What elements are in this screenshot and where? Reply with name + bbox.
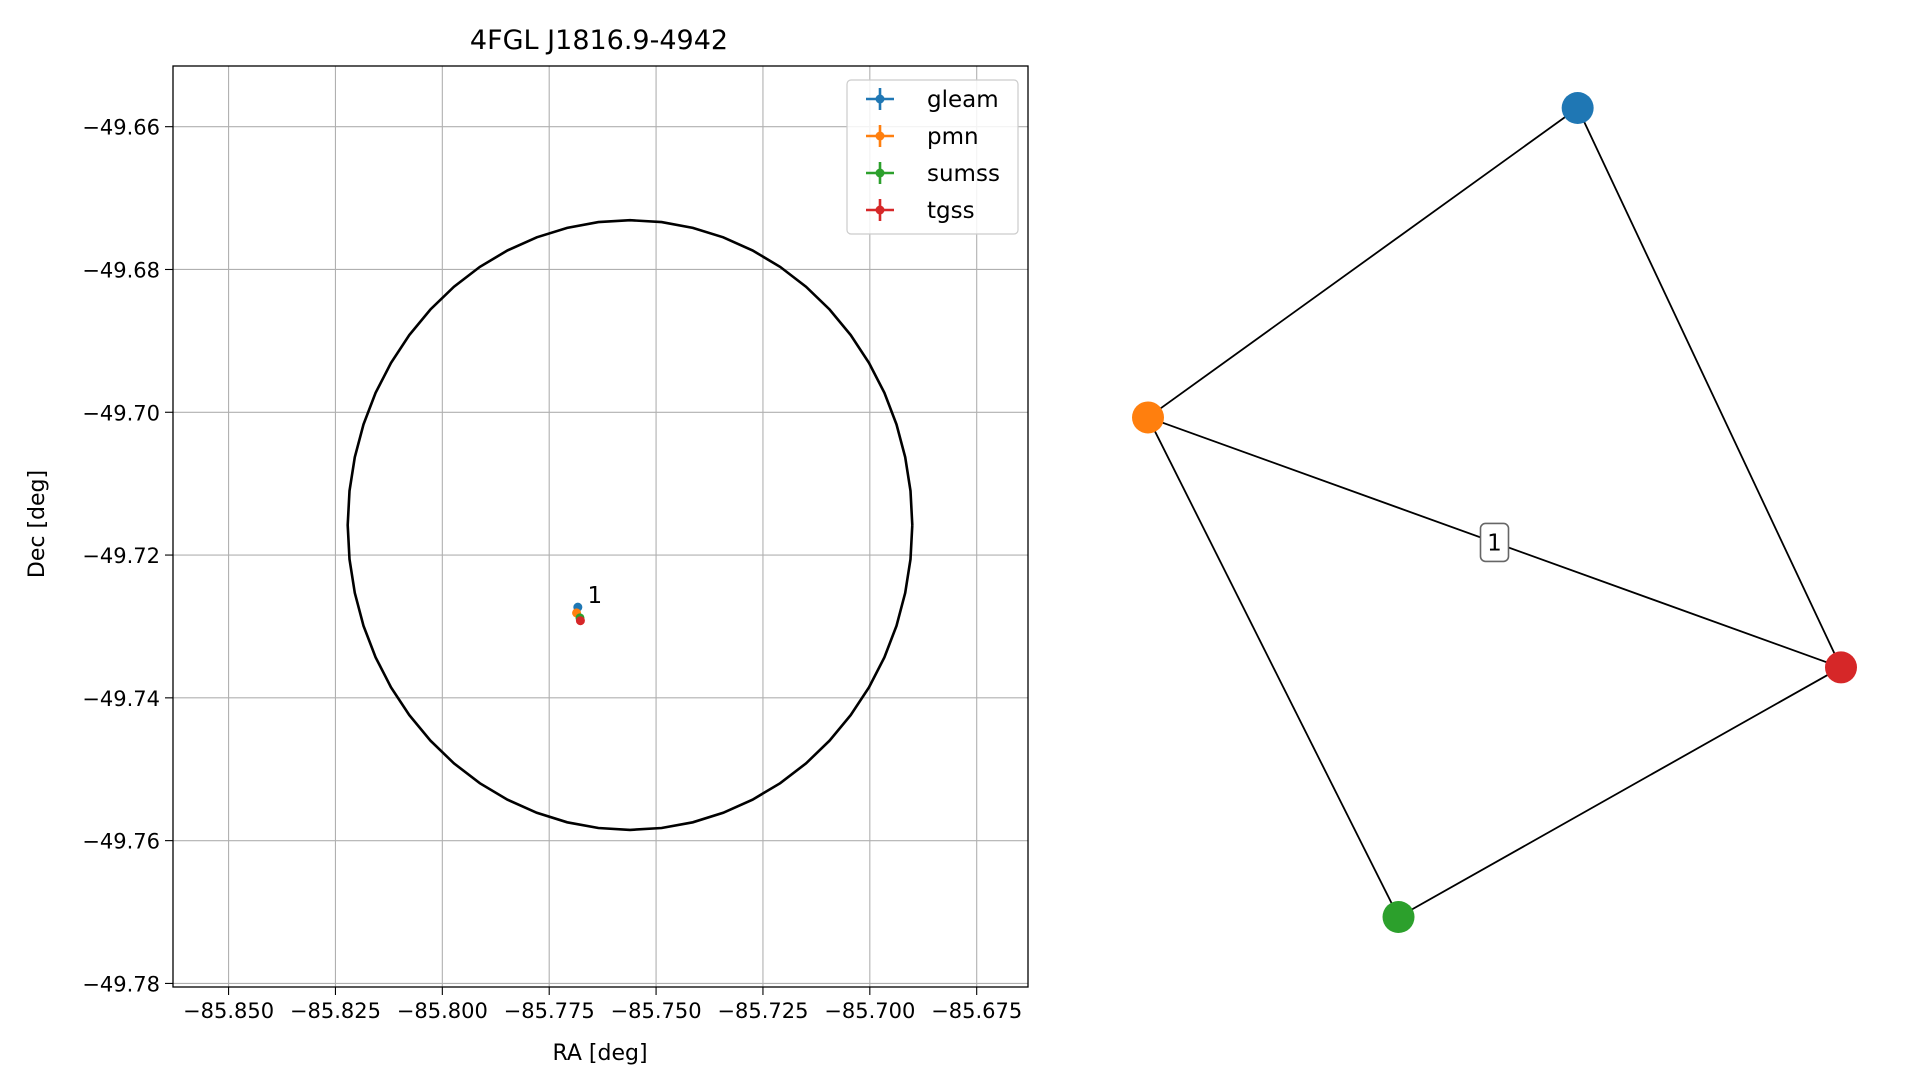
y-tick-label: −49.76 — [82, 830, 160, 854]
x-tick-label: −85.725 — [717, 999, 808, 1023]
graph-nodes — [1132, 92, 1857, 933]
y-tick-label: −49.66 — [82, 116, 160, 140]
legend-item-gleam: gleam — [866, 87, 999, 113]
edge-sumss-tgss — [1398, 666, 1842, 918]
edge-pmn-sumss — [1147, 417, 1400, 918]
y-tick-label: −49.68 — [82, 258, 160, 282]
legend: gleam pmn sumss tgss — [846, 79, 1019, 235]
legend-label: sumss — [927, 161, 1000, 187]
network-graph: 1 — [1132, 92, 1857, 933]
legend-item-tgss: tgss — [866, 198, 975, 224]
legend-item-pmn: pmn — [866, 124, 979, 150]
x-tick-label: −85.825 — [290, 999, 381, 1023]
node-sumss — [1382, 901, 1415, 933]
source-points — [572, 602, 585, 626]
y-ticks: −49.66 −49.68 −49.70 −49.72 −49.74 −49.76 −49.… — [82, 116, 173, 996]
legend-marker-dot — [875, 168, 885, 178]
edge-label-text: 1 — [1487, 530, 1502, 556]
edge-label: 1 — [1479, 522, 1510, 563]
x-tick-label: −85.850 — [183, 999, 274, 1023]
x-tick-label: −85.675 — [931, 999, 1022, 1023]
legend-label: tgss — [927, 198, 975, 224]
y-axis-label: Dec [deg] — [25, 470, 50, 578]
node-pmn — [1132, 401, 1164, 434]
legend-label: gleam — [927, 87, 999, 113]
graph-edges — [1147, 107, 1842, 918]
legend-label: pmn — [927, 124, 979, 150]
x-tick-label: −85.800 — [397, 999, 488, 1023]
x-axis-label: RA [deg] — [552, 1041, 647, 1066]
x-tick-label: −85.750 — [611, 999, 702, 1023]
x-ticks: −85.850 −85.825 −85.800 −85.775 −85.750 −85.7… — [183, 987, 1022, 1023]
grid-lines — [173, 66, 1028, 987]
x-tick-label: −85.700 — [824, 999, 915, 1023]
legend-box — [846, 79, 1019, 235]
node-gleam — [1561, 92, 1594, 124]
plot-frame — [172, 65, 1029, 988]
edge-pmn-gleam — [1147, 107, 1579, 419]
y-tick-label: −49.78 — [82, 972, 160, 996]
chart-title: 4FGL J1816.9-4942 — [470, 25, 728, 56]
y-tick-label: −49.74 — [82, 687, 160, 711]
legend-marker-dot — [875, 131, 885, 141]
y-tick-label: −49.70 — [82, 401, 160, 425]
x-tick-label: −85.775 — [504, 999, 595, 1023]
legend-marker-dot — [875, 205, 885, 215]
edge-label-box — [1479, 522, 1510, 563]
node-tgss — [1825, 651, 1857, 684]
point-tgss — [575, 616, 585, 626]
association-circle — [346, 218, 914, 832]
scatter-chart: 4FGL J1816.9-4942 −85.850 −85.825 −85.800−… — [25, 25, 1029, 1066]
edge-gleam-tgss — [1576, 107, 1842, 668]
point-annotation: 1 — [588, 583, 603, 609]
point-annotations: 1 — [588, 583, 603, 609]
association-circle-line — [346, 218, 914, 832]
legend-item-sumss: sumss — [866, 161, 1000, 187]
legend-marker-dot — [875, 94, 885, 104]
y-tick-label: −49.72 — [82, 544, 160, 568]
